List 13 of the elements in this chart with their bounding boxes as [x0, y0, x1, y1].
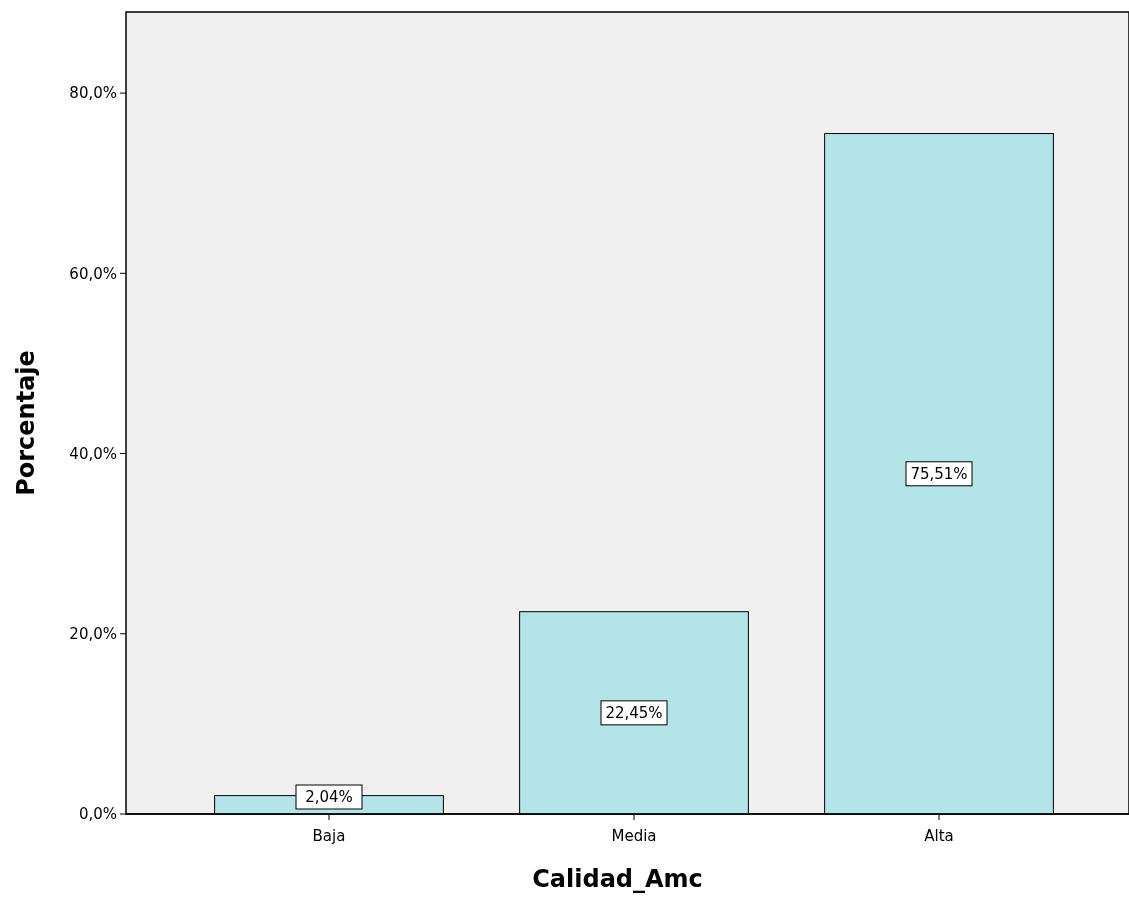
data-label: 75,51% — [910, 465, 968, 484]
x-tick-label: Media — [611, 827, 657, 845]
y-axis-title: Porcentaje — [12, 350, 40, 496]
y-tick-label: 0,0% — [78, 805, 117, 824]
data-label: 2,04% — [305, 788, 353, 807]
y-tick-label: 80,0% — [69, 84, 117, 103]
data-label: 22,45% — [605, 704, 663, 723]
y-tick-label: 20,0% — [69, 625, 117, 644]
y-tick-label: 40,0% — [69, 444, 117, 463]
x-tick-label: Alta — [924, 827, 954, 845]
y-tick-label: 60,0% — [69, 264, 117, 283]
x-axis-title: Calidad_Amc — [532, 865, 703, 893]
x-tick-label: Baja — [312, 827, 346, 845]
